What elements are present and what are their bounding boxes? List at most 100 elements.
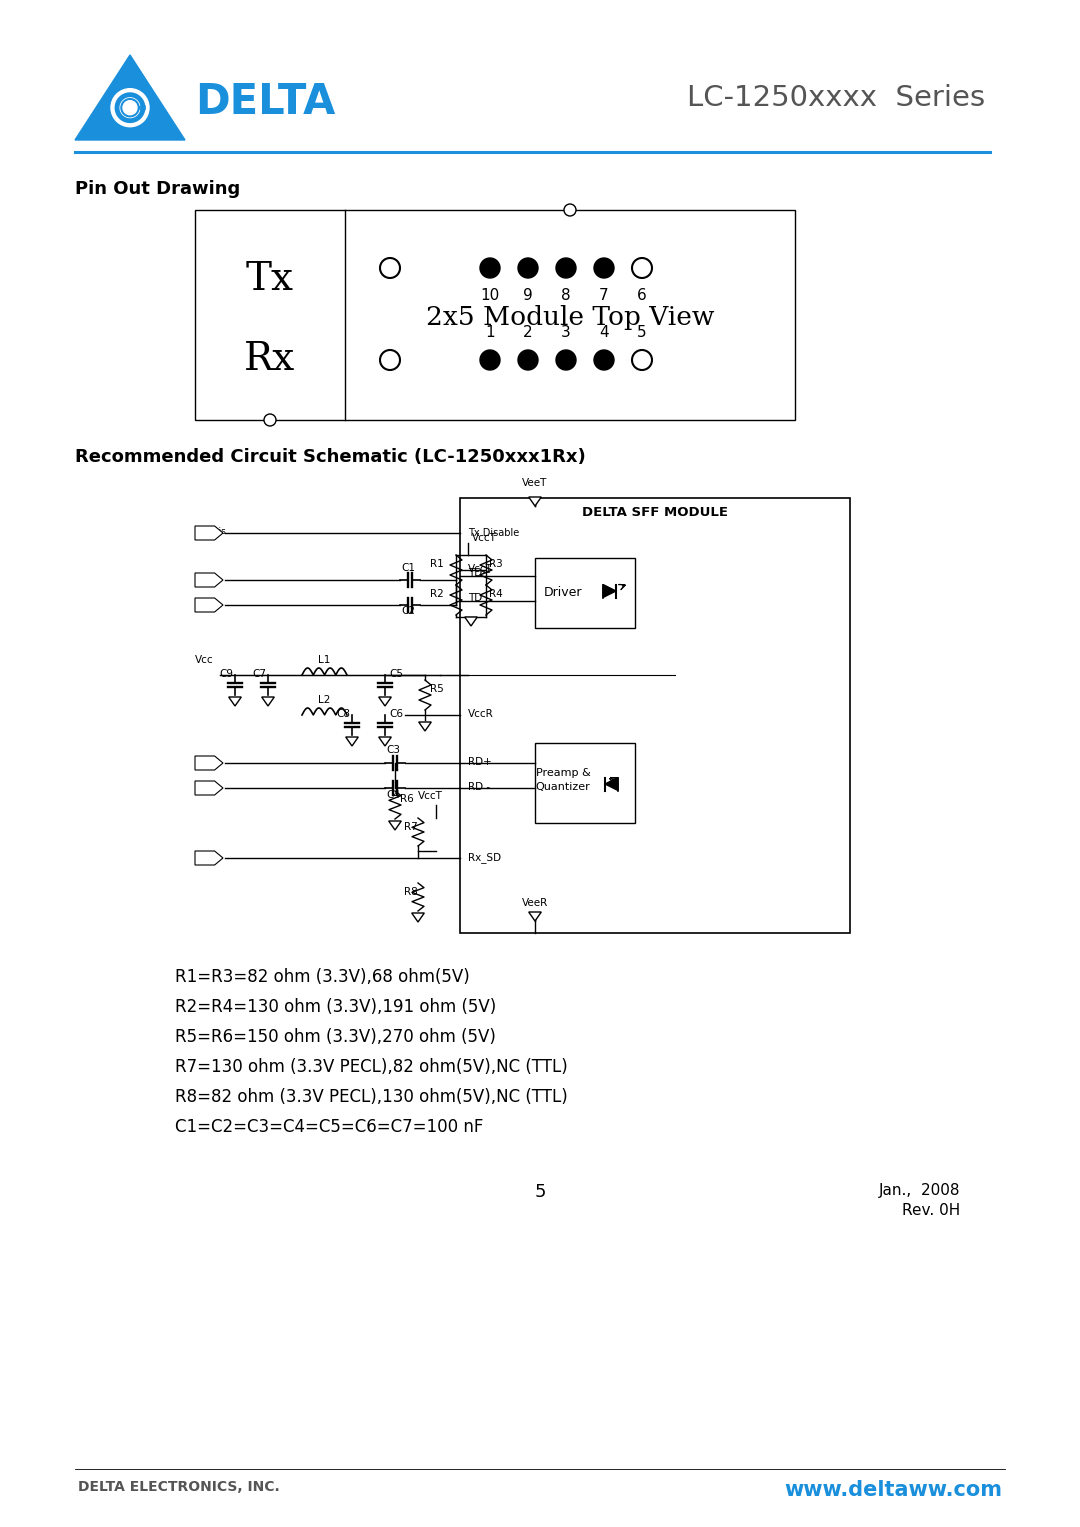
Text: VeeR: VeeR [522, 898, 549, 909]
Text: 10: 10 [481, 289, 500, 302]
Polygon shape [419, 722, 431, 731]
Text: VccT: VccT [468, 563, 492, 574]
Text: C8: C8 [336, 709, 350, 719]
Polygon shape [75, 55, 185, 140]
Text: TD+: TD+ [468, 568, 491, 579]
Polygon shape [195, 573, 222, 586]
Text: LC-1250xxxx  Series: LC-1250xxxx Series [687, 84, 985, 111]
Circle shape [380, 350, 400, 370]
Circle shape [556, 350, 576, 370]
Text: R5: R5 [430, 684, 444, 693]
Text: 7: 7 [599, 289, 609, 302]
Text: 6: 6 [637, 289, 647, 302]
Circle shape [564, 205, 576, 215]
Text: RD+: RD+ [198, 756, 220, 767]
Text: R3: R3 [489, 559, 503, 570]
Circle shape [632, 350, 652, 370]
Text: R1=R3=82 ohm (3.3V),68 ohm(5V): R1=R3=82 ohm (3.3V),68 ohm(5V) [175, 968, 470, 986]
Text: TD-: TD- [198, 599, 215, 608]
Text: RD-: RD- [198, 780, 216, 791]
Polygon shape [529, 496, 541, 505]
Circle shape [380, 258, 400, 278]
Text: Tx Dis: Tx Dis [198, 527, 226, 536]
Text: C3: C3 [386, 745, 400, 754]
Text: 1: 1 [485, 325, 495, 341]
Text: Vcc: Vcc [195, 655, 214, 664]
Polygon shape [195, 780, 222, 796]
Text: Rx_SD: Rx_SD [468, 852, 501, 863]
Text: C2: C2 [401, 606, 415, 615]
Polygon shape [603, 585, 616, 597]
Text: R4: R4 [489, 589, 503, 599]
Polygon shape [195, 851, 222, 864]
Polygon shape [346, 738, 359, 747]
Circle shape [480, 258, 500, 278]
Text: Tx Disable: Tx Disable [468, 528, 519, 538]
Text: TD -: TD - [468, 592, 489, 603]
Text: R5=R6=150 ohm (3.3V),270 ohm (5V): R5=R6=150 ohm (3.3V),270 ohm (5V) [175, 1028, 496, 1046]
Text: 9: 9 [523, 289, 532, 302]
Text: 4: 4 [599, 325, 609, 341]
Circle shape [556, 258, 576, 278]
Polygon shape [195, 756, 222, 770]
Text: 8: 8 [562, 289, 571, 302]
Text: 5: 5 [637, 325, 647, 341]
Circle shape [518, 258, 538, 278]
Polygon shape [379, 696, 391, 705]
Circle shape [632, 258, 652, 278]
Text: DELTA: DELTA [195, 81, 336, 122]
Text: R8: R8 [404, 887, 418, 896]
Text: Rx: Rx [244, 342, 296, 379]
Text: 2x5 Module Top View: 2x5 Module Top View [426, 305, 714, 330]
Text: Jan.,  2008: Jan., 2008 [878, 1183, 960, 1199]
Text: Recommended Circuit Schematic (LC-1250xxx1Rx): Recommended Circuit Schematic (LC-1250xx… [75, 447, 585, 466]
Text: Tx: Tx [246, 261, 294, 298]
Text: VeeT: VeeT [523, 478, 548, 489]
Text: VccR: VccR [468, 709, 494, 719]
Text: www.deltaww.com: www.deltaww.com [784, 1480, 1002, 1500]
Polygon shape [529, 912, 541, 921]
Text: Rev. 0H: Rev. 0H [902, 1203, 960, 1219]
Text: C7: C7 [252, 669, 266, 680]
Text: R6: R6 [400, 794, 414, 805]
Polygon shape [229, 696, 241, 705]
Text: L1: L1 [318, 655, 330, 664]
Polygon shape [195, 525, 222, 541]
Polygon shape [389, 822, 402, 831]
Circle shape [111, 89, 149, 127]
Text: Driver: Driver [543, 586, 582, 600]
Text: R2: R2 [430, 589, 444, 599]
Text: C4: C4 [386, 789, 400, 800]
Text: DELTA ELECTRONICS, INC.: DELTA ELECTRONICS, INC. [78, 1480, 280, 1493]
Polygon shape [379, 738, 391, 747]
Text: C1=C2=C3=C4=C5=C6=C7=100 nF: C1=C2=C3=C4=C5=C6=C7=100 nF [175, 1118, 484, 1136]
Text: Quantizer: Quantizer [536, 782, 591, 793]
Text: Preamp &: Preamp & [536, 768, 591, 777]
Text: Pin Out Drawing: Pin Out Drawing [75, 180, 240, 199]
Text: C5: C5 [389, 669, 403, 680]
Polygon shape [411, 913, 424, 922]
Circle shape [123, 101, 137, 115]
Circle shape [594, 258, 615, 278]
Text: 5: 5 [535, 1183, 545, 1202]
Polygon shape [261, 696, 274, 705]
Text: L2: L2 [318, 695, 330, 705]
Text: DELTA SFF MODULE: DELTA SFF MODULE [582, 507, 728, 519]
Bar [535, 744, 635, 823]
Text: TD+: TD+ [198, 573, 219, 583]
Text: R8=82 ohm (3.3V PECL),130 ohm(5V),NC (TTL): R8=82 ohm (3.3V PECL),130 ohm(5V),NC (TT… [175, 1089, 568, 1106]
Bar [535, 557, 635, 628]
Polygon shape [195, 599, 222, 612]
Text: RD -: RD - [468, 782, 490, 793]
Text: C6: C6 [389, 709, 403, 719]
Text: R7: R7 [404, 822, 418, 832]
Text: VccT: VccT [418, 791, 443, 802]
Text: R1: R1 [430, 559, 444, 570]
Text: VccT: VccT [472, 533, 497, 544]
Polygon shape [605, 777, 618, 791]
Text: SD: SD [198, 851, 212, 861]
Text: RD+: RD+ [468, 757, 491, 767]
Bar [195, 211, 795, 420]
Text: 2: 2 [523, 325, 532, 341]
Circle shape [594, 350, 615, 370]
